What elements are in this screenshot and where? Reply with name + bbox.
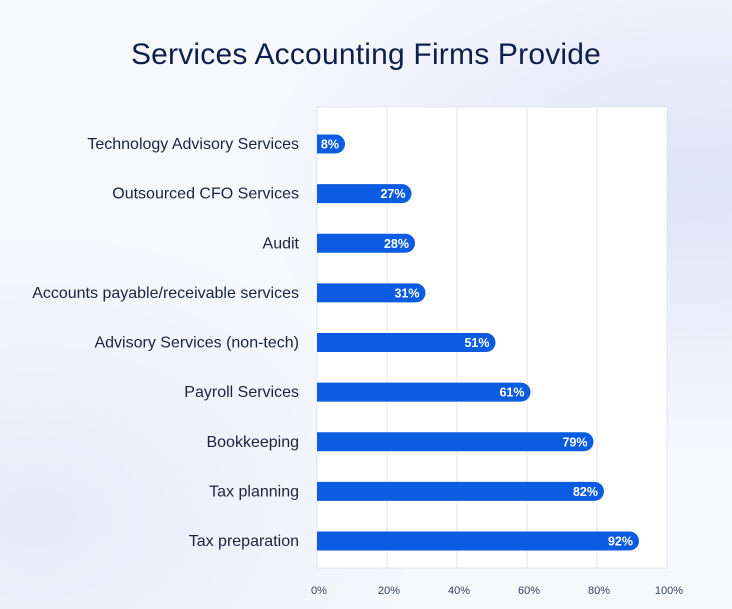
category-label: Technology Advisory Services bbox=[87, 136, 299, 153]
data-label: 92% bbox=[608, 535, 633, 549]
data-label: 8% bbox=[321, 138, 339, 152]
x-tick-label: 80% bbox=[588, 585, 610, 597]
x-tick-label: 100% bbox=[655, 585, 683, 597]
bar bbox=[317, 233, 415, 253]
data-label: 31% bbox=[394, 286, 419, 300]
category-label: Advisory Services (non-tech) bbox=[94, 335, 299, 352]
data-label: 82% bbox=[573, 485, 598, 499]
data-label: 61% bbox=[499, 386, 524, 400]
category-label: Bookkeeping bbox=[206, 434, 299, 451]
data-label: 28% bbox=[384, 237, 409, 251]
x-tick-label: 0% bbox=[311, 585, 327, 597]
x-tick-label: 40% bbox=[448, 585, 470, 597]
category-label: Payroll Services bbox=[184, 384, 299, 401]
category-label: Accounts payable/receivable services bbox=[32, 285, 299, 302]
bar bbox=[317, 134, 345, 154]
chart-title: Services Accounting Firms Provide bbox=[130, 38, 602, 71]
bar bbox=[317, 432, 594, 452]
data-label: 51% bbox=[464, 336, 489, 350]
x-tick-label: 20% bbox=[378, 585, 400, 597]
bar bbox=[317, 481, 604, 501]
bar bbox=[317, 333, 496, 352]
bar bbox=[317, 531, 639, 551]
x-tick-label: 60% bbox=[518, 585, 540, 597]
data-label: 27% bbox=[380, 187, 405, 201]
bar bbox=[317, 283, 426, 303]
category-label: Tax preparation bbox=[189, 533, 299, 550]
category-label: Tax planning bbox=[209, 483, 299, 500]
category-label: Audit bbox=[263, 235, 300, 252]
category-label: Outsourced CFO Services bbox=[112, 186, 299, 203]
bar bbox=[317, 184, 412, 204]
bar bbox=[317, 382, 531, 402]
data-label: 79% bbox=[562, 435, 587, 449]
